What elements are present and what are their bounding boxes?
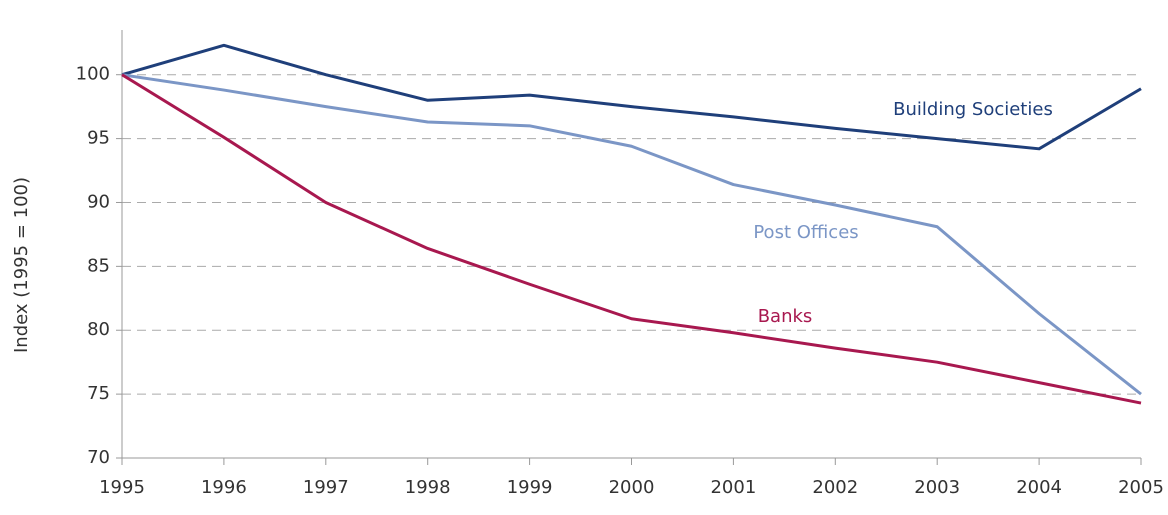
x-tick-label: 1997 xyxy=(303,477,349,498)
x-tick-label: 1995 xyxy=(99,477,145,498)
y-tick-label: 85 xyxy=(87,255,110,276)
y-tick-label: 100 xyxy=(76,64,110,85)
x-tick-label: 1996 xyxy=(201,477,247,498)
x-tick-label: 2002 xyxy=(812,477,858,498)
x-tick-label: 2003 xyxy=(914,477,960,498)
y-tick-label: 75 xyxy=(87,383,110,404)
series-label: Banks xyxy=(758,306,813,327)
y-tick-label: 70 xyxy=(87,447,110,468)
y-tick-label: 90 xyxy=(87,191,110,212)
y-tick-label: 80 xyxy=(87,319,110,340)
x-tick-label: 2004 xyxy=(1016,477,1062,498)
x-tick-label: 1999 xyxy=(507,477,553,498)
series-line xyxy=(121,73,1142,405)
x-tick-label: 1998 xyxy=(405,477,451,498)
series-label: Building Societies xyxy=(893,99,1053,120)
x-tick-label: 2000 xyxy=(609,477,655,498)
x-tick-label: 2001 xyxy=(710,477,756,498)
x-tick-label: 2005 xyxy=(1118,477,1164,498)
y-tick-label: 95 xyxy=(87,128,110,149)
series-label: Post Offices xyxy=(753,222,858,243)
series-line xyxy=(121,73,1142,396)
series-line xyxy=(121,43,1142,151)
y-axis-label: Index (1995 = 100) xyxy=(11,177,32,353)
